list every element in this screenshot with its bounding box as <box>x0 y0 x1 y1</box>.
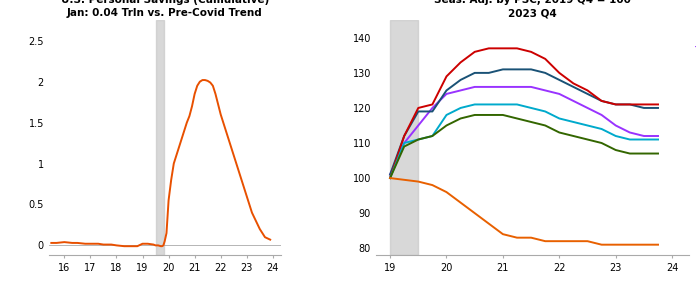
Text: 80.8: 80.8 <box>695 237 696 246</box>
Text: 120.8: 120.8 <box>695 138 696 147</box>
Text: 0%-20%: 0%-20% <box>695 215 696 224</box>
Text: 20%-40%: 20%-40% <box>695 143 696 152</box>
Text: 40%-60%: 40%-60% <box>695 168 696 177</box>
Bar <box>155 20 164 255</box>
Title: U.S. Real Liquid Assets by Income Quartile
Seas. Adj. by PSC, 2019 Q4 = 100
2023: U.S. Real Liquid Assets by Income Quarti… <box>407 0 658 18</box>
Text: 120.1: 120.1 <box>695 110 696 119</box>
Text: 111.0: 111.0 <box>695 164 696 173</box>
Bar <box>390 20 418 255</box>
Text: 40%-60%: 40%-60% <box>695 117 696 126</box>
Text: 120.8: 120.8 <box>695 190 696 199</box>
Title: U.S. Personal Savings (Cumulative)
Jan: 0.04 Trln vs. Pre-Covid Trend: U.S. Personal Savings (Cumulative) Jan: … <box>61 0 269 18</box>
Text: 112.1: 112.1 <box>695 68 696 77</box>
Text: Top 1%: Top 1% <box>695 46 696 55</box>
Text: 80%-99%: 80%-99% <box>695 89 696 98</box>
